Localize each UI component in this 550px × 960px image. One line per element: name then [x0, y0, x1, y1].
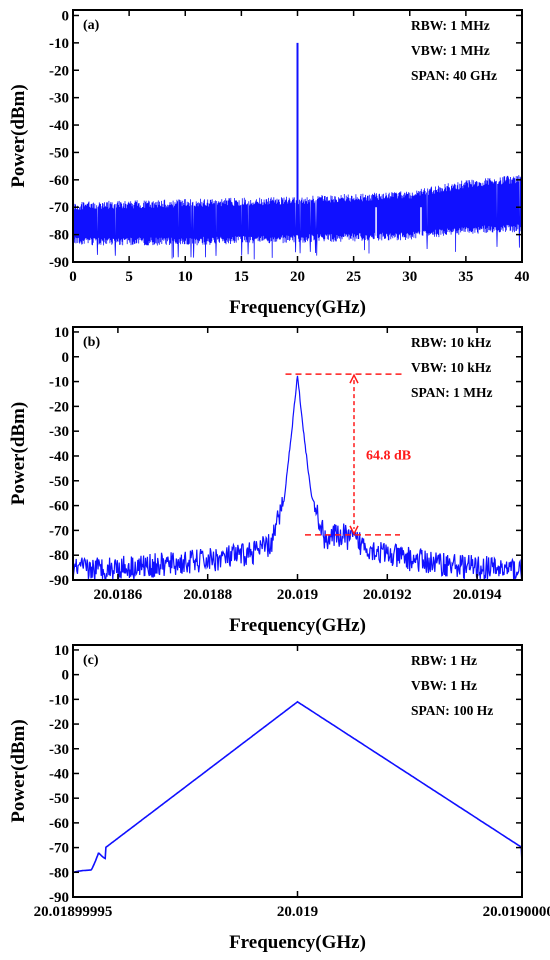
- trace-group: [73, 700, 522, 874]
- trace-group: [73, 374, 522, 580]
- x-tick-label: 0: [69, 269, 77, 285]
- y-tick-label: 10: [54, 325, 69, 341]
- y-tick-label: -20: [49, 63, 69, 79]
- y-tick-label: -10: [49, 36, 69, 52]
- y-tick-label: 10: [54, 643, 69, 659]
- x-tick-label: 20.019: [277, 904, 318, 920]
- x-tick-label: 20.019: [277, 587, 318, 603]
- y-tick-label: -40: [49, 449, 69, 465]
- y-tick-label: -70: [49, 200, 69, 216]
- settings-annotation: SPAN: 1 MHz: [411, 385, 492, 400]
- x-tick-label: 10: [178, 269, 193, 285]
- y-tick-label: -20: [49, 717, 69, 733]
- x-tick-label: 20.0192: [363, 587, 412, 603]
- y-tick-label: -60: [49, 173, 69, 189]
- settings-annotation: VBW: 1 Hz: [411, 678, 477, 693]
- y-tick-label: -60: [49, 499, 69, 515]
- y-tick-label: -80: [49, 865, 69, 881]
- panel-1: 0-10-20-30-40-50-60-70-80-900 5 10 15 20 25 30…: [8, 8, 530, 318]
- panel-label: (c): [83, 653, 99, 668]
- y-tick-label: -90: [49, 255, 69, 271]
- x-tick-label: 30: [402, 269, 417, 285]
- x-axis-title: Frequency(GHz): [229, 615, 366, 636]
- y-tick-label: -90: [49, 890, 69, 906]
- y-tick-label: -20: [49, 399, 69, 415]
- x-axis-title: Frequency(GHz): [229, 297, 366, 318]
- y-tick-label: -30: [49, 742, 69, 758]
- x-tick-label: 20.0188: [183, 587, 232, 603]
- y-tick-label: -50: [49, 791, 69, 807]
- panel-label: (a): [83, 18, 100, 33]
- y-tick-label: -80: [49, 228, 69, 244]
- arrow-head-down: [349, 525, 359, 536]
- settings-annotation: RBW: 1 MHz: [411, 18, 490, 33]
- y-tick-label: 0: [62, 350, 70, 366]
- trace-group: [73, 42, 522, 260]
- settings-annotation: VBW: 1 MHz: [411, 43, 490, 58]
- panel-label: (b): [83, 335, 100, 350]
- y-axis-title: Power(dBm): [8, 402, 29, 505]
- y-tick-label: -60: [49, 816, 69, 832]
- panel-2: 10 0 -10 -20 -30 -40 -50 -60 -70 -80 -90 20.0186 20.…: [8, 325, 523, 636]
- x-axis-title: Frequency(GHz): [229, 932, 366, 953]
- settings-annotation: RBW: 10 kHz: [411, 335, 491, 350]
- settings-annotation: SPAN: 100 Hz: [411, 703, 493, 718]
- y-tick-label: -90: [49, 573, 69, 589]
- x-tick-label: 5: [125, 269, 133, 285]
- arrow-head-up: [349, 373, 359, 384]
- x-tick-label: 20.01900005: [483, 904, 550, 920]
- settings-annotation: VBW: 10 kHz: [411, 360, 491, 375]
- y-tick-label: 0: [62, 8, 70, 24]
- x-tick-label: 20.0194: [453, 587, 502, 603]
- y-tick-label: -70: [49, 523, 69, 539]
- y-tick-label: -80: [49, 548, 69, 564]
- x-tick-label: 20.01899995: [34, 904, 113, 920]
- x-tick-label: 20: [290, 269, 305, 285]
- settings-annotation: RBW: 1 Hz: [411, 653, 477, 668]
- y-tick-label: -50: [49, 474, 69, 490]
- x-tick-label: 15: [234, 269, 249, 285]
- y-tick-label: -30: [49, 424, 69, 440]
- x-tick-label: 35: [458, 269, 473, 285]
- spectrum-trace: [73, 700, 522, 874]
- x-tick-label: 40: [515, 269, 530, 285]
- y-tick-label: -40: [49, 766, 69, 782]
- y-tick-label: -30: [49, 91, 69, 107]
- panel-3: 10 0 -10 -20 -30 -40 -50 -60 -70 -80 -9020.0189999…: [8, 643, 550, 953]
- spectrum-trace: [73, 375, 522, 580]
- y-tick-label: -10: [49, 375, 69, 391]
- y-tick-label: -40: [49, 118, 69, 134]
- y-tick-label: -50: [49, 145, 69, 161]
- y-axis-title: Power(dBm): [8, 719, 29, 822]
- x-tick-label: 25: [346, 269, 361, 285]
- y-tick-label: -10: [49, 692, 69, 708]
- y-axis-title: Power(dBm): [8, 84, 29, 187]
- settings-annotation: SPAN: 40 GHz: [411, 68, 497, 83]
- y-tick-label: -70: [49, 841, 69, 857]
- measurement-label: 64.8 dB: [366, 448, 411, 463]
- x-tick-label: 20.0186: [94, 587, 143, 603]
- y-tick-label: 0: [62, 668, 70, 684]
